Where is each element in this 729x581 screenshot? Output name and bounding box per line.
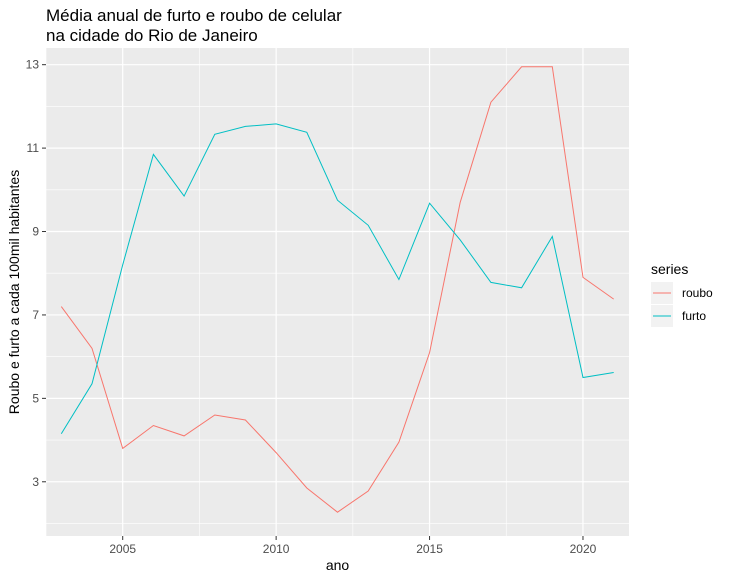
axis-ticks bbox=[42, 64, 584, 540]
legend-title: series bbox=[651, 261, 688, 277]
y-tick-label: 7 bbox=[32, 308, 39, 322]
x-tick-label: 2015 bbox=[416, 542, 443, 556]
x-axis-title: ano bbox=[326, 557, 350, 573]
legend: series roubo furto bbox=[651, 261, 713, 327]
chart-title: Média anual de furto e roubo de celular … bbox=[46, 6, 342, 46]
y-tick-label: 13 bbox=[26, 58, 40, 72]
plot-panel bbox=[46, 48, 629, 536]
y-axis-title: Roubo e furto a cada 100mil habitantes bbox=[6, 170, 22, 414]
legend-label-furto: furto bbox=[682, 309, 706, 323]
major-gridlines bbox=[46, 48, 629, 536]
x-tick-label: 2010 bbox=[263, 542, 290, 556]
series-line-furto bbox=[60, 123, 614, 435]
series-lines bbox=[60, 66, 614, 513]
chart-title-line1: Média anual de furto e roubo de celular bbox=[46, 6, 342, 25]
legend-label-roubo: roubo bbox=[682, 286, 713, 300]
y-tick-label: 11 bbox=[27, 141, 40, 155]
x-tick-label: 2005 bbox=[109, 542, 136, 556]
y-tick-label: 5 bbox=[32, 391, 39, 405]
x-tick-label: 2020 bbox=[570, 542, 597, 556]
y-tick-label: 9 bbox=[32, 225, 39, 239]
minor-gridlines bbox=[45, 48, 629, 536]
y-tick-label: 3 bbox=[32, 475, 39, 489]
chart-title-line2: na cidade do Rio de Janeiro bbox=[46, 26, 258, 45]
series-line-roubo bbox=[60, 66, 614, 513]
tick-labels: 2005 2010 2015 2020 3 5 7 9 11 13 bbox=[26, 58, 597, 556]
